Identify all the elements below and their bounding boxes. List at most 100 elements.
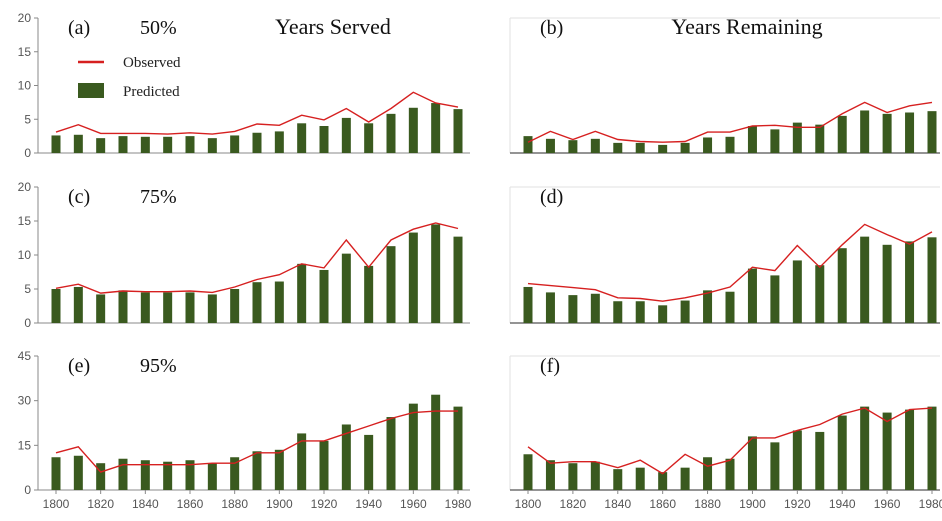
- panel-label: (f): [540, 355, 560, 377]
- bar-predicted: [523, 454, 533, 490]
- bar-predicted: [658, 305, 668, 323]
- panel-title: Years Served: [275, 14, 391, 39]
- y-tick-label: 30: [18, 394, 32, 408]
- bar-predicted: [882, 244, 892, 323]
- bar-predicted: [364, 265, 374, 323]
- bar-predicted: [815, 265, 825, 323]
- y-tick-label: 20: [18, 11, 32, 25]
- bar-predicted: [905, 112, 915, 153]
- bar-predicted: [73, 455, 83, 490]
- bar-predicted: [408, 403, 418, 490]
- percent-label: 75%: [140, 186, 177, 208]
- bar-predicted: [837, 248, 847, 323]
- percent-label: 50%: [140, 17, 177, 39]
- bar-predicted: [927, 406, 937, 490]
- x-tick-label: 1960: [400, 497, 427, 511]
- bar-predicted: [341, 117, 351, 153]
- y-tick-label: 20: [18, 180, 32, 194]
- bar-predicted: [523, 136, 533, 153]
- bar-predicted: [118, 136, 128, 153]
- bar-predicted: [680, 142, 690, 153]
- bar-predicted: [51, 135, 61, 153]
- bar-predicted: [523, 286, 533, 323]
- bar-predicted: [792, 122, 802, 153]
- y-tick-label: 15: [18, 438, 32, 452]
- bar-predicted: [297, 123, 307, 153]
- bar-predicted: [590, 461, 600, 490]
- line-observed: [527, 407, 933, 475]
- y-tick-label: 15: [18, 45, 32, 59]
- percent-label: 95%: [140, 355, 177, 377]
- x-tick-label: 1960: [874, 497, 901, 511]
- x-tick-label: 1900: [739, 497, 766, 511]
- bar-predicted: [658, 472, 668, 490]
- bar-predicted: [51, 457, 61, 490]
- x-tick-label: 1840: [604, 497, 631, 511]
- bar-predicted: [140, 460, 150, 490]
- bar-predicted: [658, 144, 668, 153]
- bar-predicted: [837, 415, 847, 490]
- bar-predicted: [545, 138, 555, 153]
- bar-predicted: [274, 281, 284, 323]
- bar-predicted: [297, 433, 307, 490]
- bar-predicted: [431, 103, 441, 153]
- bar-predicted: [882, 113, 892, 153]
- bar-predicted: [252, 132, 262, 153]
- bar-predicted: [96, 294, 106, 323]
- bar-predicted: [725, 291, 735, 323]
- y-tick-label: 10: [18, 248, 32, 262]
- panel-label: (a): [68, 17, 90, 39]
- bar-predicted: [163, 136, 173, 153]
- x-tick-label: 1880: [221, 497, 248, 511]
- bar-predicted: [207, 294, 217, 323]
- bar-predicted: [747, 436, 757, 490]
- bar-predicted: [882, 412, 892, 490]
- bar-predicted: [770, 129, 780, 153]
- bar-predicted: [364, 123, 374, 153]
- bar-predicted: [230, 135, 240, 153]
- x-tick-label: 1920: [784, 497, 811, 511]
- bar-predicted: [860, 406, 870, 490]
- line-observed: [55, 91, 459, 135]
- y-tick-label: 15: [18, 214, 32, 228]
- panel-label: (c): [68, 186, 90, 208]
- bar-predicted: [680, 467, 690, 490]
- bar-predicted: [927, 237, 937, 323]
- line-observed: [55, 222, 459, 294]
- bar-predicted: [274, 131, 284, 153]
- bar-predicted: [792, 430, 802, 490]
- bar-predicted: [590, 138, 600, 153]
- bar-predicted: [747, 126, 757, 153]
- bar-predicted: [837, 115, 847, 153]
- y-tick-label: 5: [24, 282, 31, 296]
- line-observed: [527, 101, 933, 143]
- bar-predicted: [635, 467, 645, 490]
- legend-observed-label: Observed: [123, 55, 181, 71]
- panel-label: (e): [68, 355, 90, 377]
- y-tick-label: 5: [24, 112, 31, 126]
- x-tick-label: 1800: [515, 497, 542, 511]
- bar-predicted: [453, 406, 463, 490]
- x-tick-label: 1920: [311, 497, 338, 511]
- line-observed: [527, 223, 933, 302]
- bar-predicted: [96, 463, 106, 490]
- x-tick-label: 1980: [445, 497, 472, 511]
- x-tick-label: 1940: [355, 497, 382, 511]
- bar-predicted: [453, 109, 463, 153]
- x-tick-label: 1860: [649, 497, 676, 511]
- bar-predicted: [386, 246, 396, 323]
- panel-label: (d): [540, 186, 563, 208]
- bar-predicted: [703, 290, 713, 323]
- bar-predicted: [635, 142, 645, 153]
- bar-predicted: [163, 461, 173, 490]
- bar-predicted: [545, 292, 555, 323]
- y-tick-label: 10: [18, 79, 32, 93]
- bar-predicted: [252, 451, 262, 490]
- bar-predicted: [568, 140, 578, 153]
- bar-predicted: [545, 460, 555, 490]
- bar-predicted: [703, 457, 713, 490]
- x-tick-label: 1940: [829, 497, 856, 511]
- bar-predicted: [319, 126, 329, 153]
- bar-predicted: [230, 457, 240, 490]
